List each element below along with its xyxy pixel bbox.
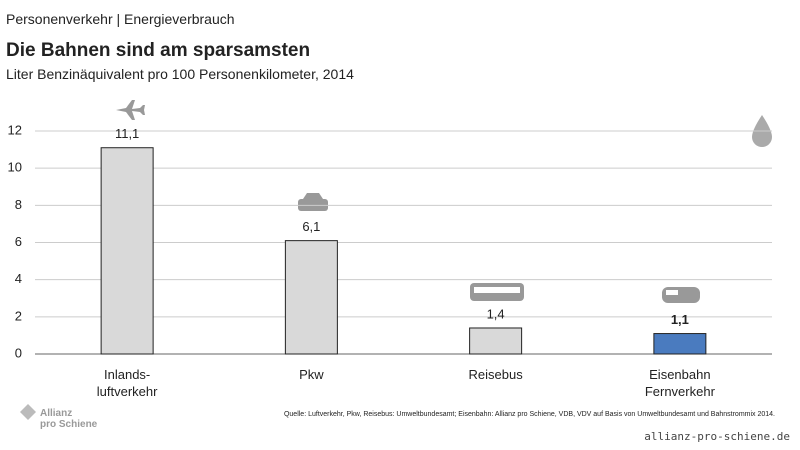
value-label: 1,4 xyxy=(487,306,505,321)
logo-text: Allianz pro Schiene xyxy=(40,408,98,430)
bar xyxy=(469,327,523,355)
y-tick-label: 12 xyxy=(8,122,22,137)
y-tick-label: 4 xyxy=(15,271,22,286)
y-tick-label: 10 xyxy=(8,160,22,175)
plane-icon xyxy=(116,100,145,120)
x-tick-label: Pkw xyxy=(299,367,324,382)
logo-icon xyxy=(20,404,36,420)
chart-title: Die Bahnen sind am sparsamsten xyxy=(6,40,311,61)
bus-window xyxy=(474,287,520,293)
value-label: 1,1 xyxy=(671,312,689,327)
bar xyxy=(100,147,154,355)
car-roof xyxy=(303,193,323,199)
y-tick-label: 0 xyxy=(15,345,22,360)
source-note: Quelle: Luftverkehr, Pkw, Reisebus: Umwe… xyxy=(283,411,775,418)
train-window xyxy=(666,290,678,295)
bar xyxy=(284,240,338,355)
y-tick-label: 6 xyxy=(15,234,22,249)
y-tick-label: 2 xyxy=(15,308,22,323)
x-tick-label: Eisenbahn Fernverkehr xyxy=(644,367,715,399)
x-tick-label: Inlands- luftverkehr xyxy=(96,367,158,399)
x-tick-label: Reisebus xyxy=(468,367,523,382)
chart-subtitle: Liter Benzinäquivalent pro 100 Personenk… xyxy=(6,66,354,82)
watermark: allianz-pro-schiene.de xyxy=(644,430,790,443)
value-label: 6,1 xyxy=(302,219,320,234)
value-label: 11,1 xyxy=(115,126,139,141)
bar xyxy=(653,333,707,355)
header: Personenverkehr | Energieverbrauch xyxy=(6,11,235,27)
y-tick-label: 8 xyxy=(15,197,22,212)
